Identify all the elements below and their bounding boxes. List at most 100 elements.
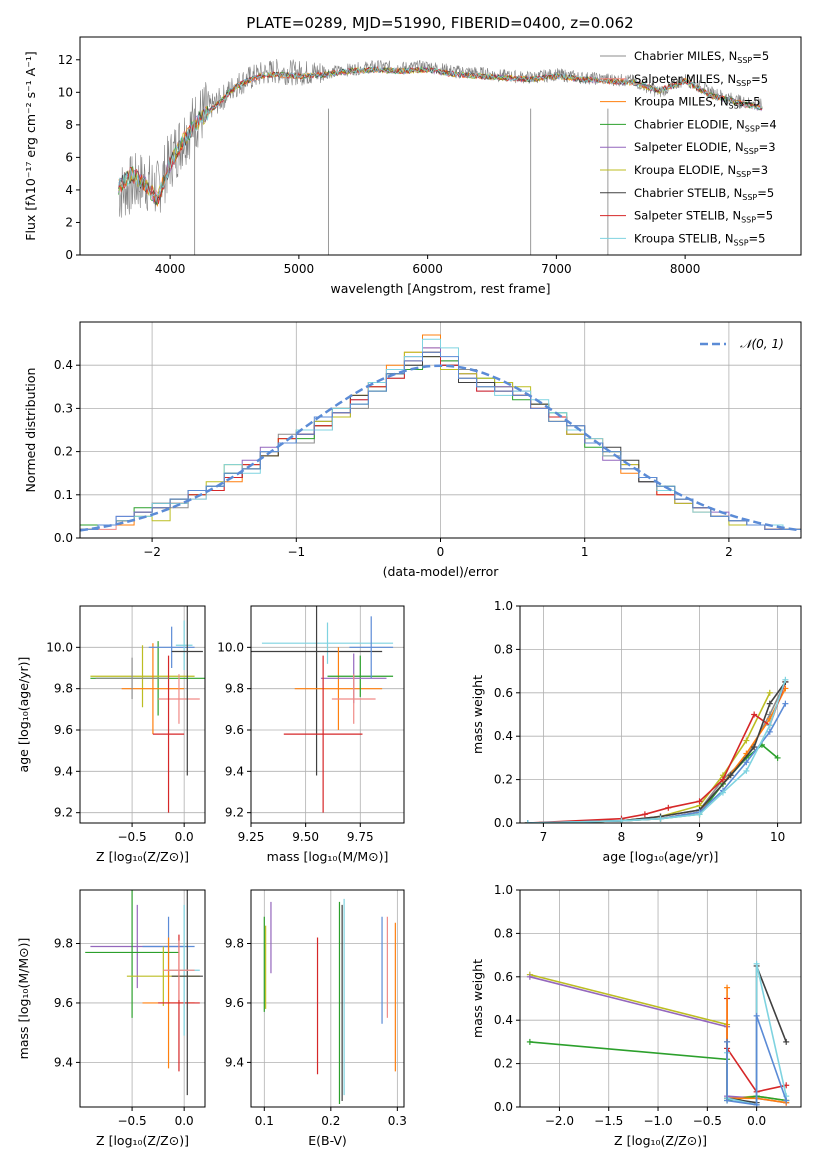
error-bar-point (171, 890, 203, 1096)
histogram-step (80, 351, 801, 538)
y-axis-label: mass [log₁₀(M/M⊙)] (16, 938, 31, 1060)
error-bar-point (95, 657, 169, 699)
plot-area (80, 606, 205, 823)
y-tick-label: 8 (65, 118, 73, 132)
plot-area (251, 606, 404, 823)
axes-frame (519, 889, 802, 1108)
plus-marker (766, 728, 773, 735)
x-axis-label: Z [log₁₀(Z/Z⊙)] (96, 849, 189, 864)
y-tick-label: 0.4 (494, 1013, 513, 1027)
error-bar-point (349, 616, 394, 679)
y-tick-label: 9.8 (225, 682, 244, 696)
error-bar-point (121, 643, 185, 735)
y-tick-label: 9.6 (54, 996, 73, 1010)
legend-entry: Kroupa MILES, NSSP=5 (634, 95, 760, 111)
y-tick-label: 0.2 (494, 773, 513, 787)
x-axis-label: age [log₁₀(age/yr)] (603, 849, 719, 864)
error-bar-point (331, 674, 376, 724)
y-tick-label: 6 (65, 150, 73, 164)
plus-marker (783, 1097, 790, 1104)
figure-title: PLATE=0289, MJD=51990, FIBERID=0400, z=0… (246, 14, 633, 32)
x-tick-label: 9.50 (292, 830, 319, 844)
error-bar-point (152, 655, 185, 813)
panel-massweight_vs_age: 7 8 9 10 0.0 0.2 0.4 0.6 0.8 1.0 age [log₁₀(age/yr… (470, 599, 802, 864)
y-tick-label: 10.0 (46, 640, 73, 654)
plus-marker (753, 1012, 760, 1019)
series-line (527, 679, 787, 823)
plus-marker (724, 1097, 731, 1104)
plot-area (118, 58, 763, 255)
y-tick-label: 1.0 (494, 599, 513, 613)
panel-age_vs_mass: 9.25 9.50 9.75 9.2 9.4 9.6 9.8 10.0 mass [log₁₀(… (217, 605, 405, 864)
x-tick-label: −2 (143, 545, 161, 559)
plus-marker (641, 811, 648, 818)
y-tick-label: 9.4 (54, 764, 73, 778)
legend-entry: 𝒩(0, 1) (740, 337, 784, 351)
y-tick-label: 4 (65, 183, 73, 197)
plot-area (80, 890, 205, 1107)
x-tick-label: 0.2 (321, 1114, 340, 1128)
axes-frame (250, 605, 405, 824)
x-tick-label: 10 (770, 830, 785, 844)
y-tick-label: 0.4 (54, 358, 73, 372)
x-tick-label: 9 (696, 830, 704, 844)
plus-marker (657, 815, 664, 822)
x-axis-label: wavelength [Angstrom, rest frame] (330, 281, 550, 296)
y-tick-label: 10 (58, 85, 73, 99)
plus-marker (774, 754, 781, 761)
panel-age_vs_Z: −0.5 0.0 9.2 9.4 9.6 9.8 10.0 Z [log₁₀(Z/Z⊙)] ag… (16, 605, 206, 864)
plus-marker (696, 798, 703, 805)
y-tick-label: 9.4 (225, 1055, 244, 1069)
plus-marker (782, 700, 789, 707)
plus-marker (766, 722, 773, 729)
y-tick-label: 9.4 (54, 1055, 73, 1069)
plus-marker (724, 984, 731, 991)
x-tick-label: 0.1 (255, 1114, 274, 1128)
y-tick-label: 0.8 (494, 926, 513, 940)
y-axis-label: age [log₁₀(age/yr)] (16, 657, 31, 773)
plus-marker (719, 789, 726, 796)
axes-frame (79, 605, 206, 824)
x-tick-label: −0.5 (118, 830, 147, 844)
plot-area (251, 890, 404, 1107)
plus-marker (724, 1038, 731, 1045)
x-axis-label: mass [log₁₀(M/M⊙)] (267, 849, 389, 864)
error-bar-point (251, 606, 383, 776)
legend-entry: Chabrier STELIB, NSSP=5 (634, 186, 774, 202)
plus-marker (782, 676, 789, 683)
x-tick-label: 8000 (670, 262, 701, 276)
y-axis-label: mass weight (470, 675, 485, 754)
plus-marker (783, 1038, 790, 1045)
spectrum-model-line (118, 66, 763, 205)
y-tick-label: 0.0 (494, 1100, 513, 1114)
plus-marker (526, 1038, 533, 1045)
y-tick-label: 10.0 (217, 640, 244, 654)
y-tick-label: 12 (58, 53, 73, 67)
x-tick-label: 4000 (155, 262, 186, 276)
plus-marker (766, 689, 773, 696)
y-tick-label: 0.1 (54, 488, 73, 502)
y-axis-label: Flux [fλ10⁻¹⁷ erg cm⁻² s⁻¹ A⁻¹] (23, 51, 38, 240)
plus-marker (665, 804, 672, 811)
plus-marker (696, 811, 703, 818)
error-bar-point (283, 655, 363, 813)
legend-entry: Kroupa STELIB, NSSP=5 (634, 231, 765, 247)
x-axis-label: (data-model)/error (383, 564, 500, 579)
error-bar-point (171, 606, 203, 776)
plus-marker (727, 772, 734, 779)
error-bar-point (175, 620, 193, 671)
legend-entry: Chabrier ELODIE, NSSP=4 (634, 117, 777, 133)
x-tick-label: −0.5 (693, 1114, 722, 1128)
y-tick-label: 9.6 (54, 723, 73, 737)
panel-mass_vs_EBV: 0.1 0.2 0.3 9.4 9.6 9.8 E(B-V) (225, 889, 407, 1148)
x-tick-label: 6000 (412, 262, 443, 276)
x-tick-label: 1 (581, 545, 589, 559)
x-tick-label: 0 (437, 545, 445, 559)
x-tick-label: −1.5 (594, 1114, 623, 1128)
series-line (527, 743, 779, 823)
y-tick-label: 0.3 (54, 401, 73, 415)
y-tick-label: 9.8 (225, 937, 244, 951)
legend-entry: Salpeter MILES, NSSP=5 (634, 72, 768, 88)
x-axis-label: Z [log₁₀(Z/Z⊙)] (614, 1133, 707, 1148)
plus-marker (751, 711, 758, 718)
